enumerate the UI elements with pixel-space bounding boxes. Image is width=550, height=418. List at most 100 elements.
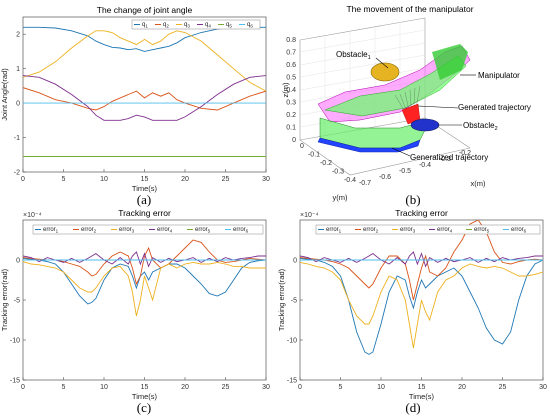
caption-d: (d): [405, 400, 420, 415]
legend-entry: error1: [43, 227, 59, 234]
legend-entry: error6: [511, 227, 527, 234]
obstacle-2-ellipsoid: [410, 118, 440, 132]
x-tick-label: 20: [181, 384, 189, 391]
legend-entry: error4: [157, 227, 173, 234]
z-tick-label: 0: [292, 137, 296, 144]
y-tick-label: -10: [287, 338, 297, 345]
x-tick-label-3d: -0.6: [379, 174, 391, 181]
legend-entry: error3: [400, 227, 416, 234]
z-tick-label: 0.3: [286, 100, 296, 107]
x-tick-labels-3d: -0.7 -0.6 -0.5 -0.4 -0.3 -0.2: [359, 150, 471, 187]
manipulator-title: The movement of the manipulator: [346, 4, 473, 14]
generalized-trajectory-label: Generalized trajectory: [410, 153, 488, 162]
y-axis-label: Joint Angle(rad): [0, 68, 9, 121]
y-tick-label-3d: -0.3: [332, 169, 344, 176]
y-tick-label-3d: -0.2: [320, 160, 332, 167]
y-tick-labels-3d: 0 -0.1-0.2-0.3-0.4: [300, 143, 356, 184]
x-tick-label: 5: [62, 384, 66, 391]
x-tick-label: 15: [418, 384, 426, 391]
z-tick-label: 0.8: [286, 37, 296, 44]
x-axis-label-3d: x(m): [471, 179, 486, 188]
z-tick-label: 0.6: [286, 62, 296, 69]
y-exponent-label: ×10⁻⁴: [300, 212, 319, 219]
legend-entry: error1: [326, 227, 342, 234]
z-tick-label: 0.2: [286, 112, 296, 119]
generated-trajectory-label: Generated trajectory: [458, 103, 531, 112]
y-tick-label: -1: [14, 135, 20, 142]
y-tick-label: -15: [10, 378, 20, 385]
legend-entry: error3: [119, 227, 135, 234]
series-line-q-1: [23, 26, 266, 52]
y-tick-label: -15: [287, 378, 297, 385]
x-axis-label: Time(s): [409, 392, 435, 401]
tracking-error-chart-d: Tracking error ×10⁻⁴ 0 5 10 15 20 25 30 -15 -10 -5 0…: [277, 208, 547, 401]
z-tick-label: 0.1: [286, 125, 296, 132]
z-tick-label: 0.7: [286, 50, 296, 57]
x-tick-label: 25: [222, 176, 230, 183]
plot-area: [22, 219, 267, 381]
legend-entry: q2: [163, 22, 169, 29]
z-tick-labels: 0 0.1 0.2 0.3 0.4 0.5 0.6 0.7 0.8: [286, 37, 296, 144]
series-line-error-2: [300, 220, 543, 301]
manipulator-sweep: [317, 44, 471, 153]
x-tick-label: 0: [298, 384, 302, 391]
y-tick-label: 2: [16, 32, 20, 39]
x-tick-label: 20: [181, 176, 189, 183]
chart-title: Tracking error: [395, 208, 448, 218]
x-tick-label: 0: [21, 176, 25, 183]
legend-entry: error5: [195, 227, 211, 234]
x-tick-label: 30: [539, 384, 547, 391]
y-tick-label: 0: [16, 258, 20, 265]
y-tick-label: -5: [14, 298, 20, 305]
x-tick-label: 0: [21, 384, 25, 391]
x-tick-label-3d: -0.4: [419, 162, 431, 169]
legend-entry: q5: [226, 22, 232, 29]
legend-box: [315, 224, 541, 235]
legend-entry: error2: [363, 227, 379, 234]
x-tick-label: 30: [262, 384, 270, 391]
y-exponent-label: ×10⁻⁴: [23, 212, 42, 219]
y-tick-label: -10: [10, 338, 20, 345]
x-tick-label: 10: [100, 384, 108, 391]
x-tick-label: 10: [377, 384, 385, 391]
x-tick-label: 5: [62, 176, 66, 183]
legend: error1 error2 error3 error4 error5 error6: [315, 224, 541, 235]
legend-entry: error2: [81, 227, 97, 234]
legend-box: [131, 19, 261, 30]
plot-area: [22, 16, 267, 173]
x-tick-label: 20: [458, 384, 466, 391]
legend-entry: q6: [247, 22, 253, 29]
legend-entry: error6: [233, 227, 249, 234]
legend-entry: q1: [142, 22, 148, 29]
series-line-error-1: [300, 257, 543, 355]
legend-entry: q4: [205, 22, 211, 29]
series-line-error-3: [23, 261, 266, 317]
y-tick-label-3d: 0: [300, 143, 304, 150]
x-tick-label: 10: [100, 176, 108, 183]
obstacle-1-sphere: [370, 62, 400, 82]
x-tick-label: 25: [222, 384, 230, 391]
series-line-error-2: [23, 239, 266, 286]
manipulator-label: Manipulator: [478, 71, 520, 80]
series-line-q-4: [23, 75, 266, 121]
series-line-q-2: [23, 87, 266, 111]
legend-box: [32, 224, 264, 235]
x-tick-label: 30: [262, 176, 270, 183]
x-tick-label: 15: [141, 384, 149, 391]
y-tick-label: 0: [16, 101, 20, 108]
y-axis-label: Tracking error(rad): [0, 268, 9, 331]
x-tick-label: 15: [141, 176, 149, 183]
chart-title: Tracking error: [118, 208, 171, 218]
y-tick-label: -5: [291, 298, 297, 305]
obstacle-2-label: Obstacle2: [463, 121, 498, 132]
legend-entry: error5: [474, 227, 490, 234]
caption-a: (a): [137, 192, 151, 207]
z-axis-label: z(m): [281, 82, 290, 97]
series-line-q-3: [23, 30, 266, 92]
x-tick-label-3d: -0.5: [399, 168, 411, 175]
y-tick-label: -2: [14, 170, 20, 177]
x-tick-label-3d: -0.2: [459, 150, 471, 157]
x-axis-label: Time(s): [132, 184, 158, 193]
